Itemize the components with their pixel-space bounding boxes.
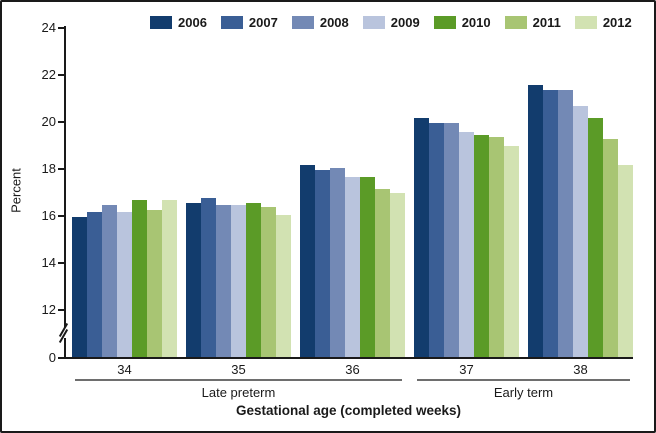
- y-tick-14: [58, 261, 64, 264]
- bar-2011-week36: [375, 188, 390, 357]
- bar-2009-week37: [459, 132, 474, 357]
- x-tick-label-37: 37: [459, 362, 474, 377]
- y-tick-20: [58, 120, 64, 123]
- bar-2008-week37: [444, 122, 459, 357]
- bar-2007-week38: [543, 89, 558, 357]
- legend-swatch-2012: [574, 16, 597, 29]
- y-tick-label-14: 14: [41, 254, 56, 270]
- y-tick-16: [58, 214, 64, 217]
- y-tick-label-16: 16: [41, 207, 56, 223]
- bar-2009-week34: [117, 212, 132, 357]
- y-tick-18: [58, 167, 64, 170]
- bar-2012-week38: [618, 165, 633, 357]
- bar-2010-week36: [360, 176, 375, 357]
- y-tick-24: [58, 26, 64, 29]
- legend-label: 2009: [390, 15, 420, 30]
- y-tick-label-22: 22: [41, 66, 56, 82]
- bar-2007-week36: [315, 169, 330, 357]
- group-bracket-line-1: [417, 379, 630, 381]
- legend-label: 2010: [461, 15, 491, 30]
- y-axis-line: [64, 26, 66, 359]
- bar-2012-week36: [390, 193, 405, 357]
- x-axis-baseline: [64, 357, 633, 359]
- bar-2008-week35: [216, 205, 231, 357]
- bar-2008-week36: [330, 167, 345, 357]
- bar-2008-week34: [102, 205, 117, 357]
- bar-2010-week38: [588, 118, 603, 357]
- bar-2011-week34: [147, 209, 162, 357]
- group-label-1: Early term: [493, 385, 554, 400]
- x-tick-label-38: 38: [573, 362, 588, 377]
- bar-2010-week37: [474, 134, 489, 357]
- legend-swatch-2008: [291, 16, 314, 29]
- bar-2006-week35: [186, 202, 201, 357]
- bar-2008-week38: [558, 89, 573, 357]
- bar-2012-week35: [276, 214, 291, 357]
- bar-2007-week37: [429, 122, 444, 357]
- legend-swatch-2010: [433, 16, 456, 29]
- group-label-0: Late preterm: [201, 385, 276, 400]
- bar-2006-week37: [414, 118, 429, 357]
- legend-label: 2008: [319, 15, 349, 30]
- legend-item-2011: 2011: [504, 15, 561, 30]
- y-tick-0: [58, 357, 64, 359]
- bar-2010-week35: [246, 202, 261, 357]
- y-tick-label-18: 18: [41, 160, 56, 176]
- y-tick-label-20: 20: [41, 113, 56, 129]
- legend-item-2012: 2012: [574, 15, 632, 30]
- bar-2006-week34: [72, 216, 87, 357]
- bar-2012-week34: [162, 200, 177, 357]
- x-tick-label-34: 34: [117, 362, 132, 377]
- bar-2007-week35: [201, 198, 216, 357]
- legend-item-2009: 2009: [362, 15, 420, 30]
- y-tick-label-0: 0: [48, 350, 56, 365]
- bar-2007-week34: [87, 212, 102, 357]
- bar-2009-week38: [573, 106, 588, 357]
- legend-label: 2011: [532, 15, 561, 30]
- bar-2012-week37: [504, 146, 519, 357]
- legend-swatch-2006: [150, 16, 172, 29]
- legend-label: 2007: [248, 15, 278, 30]
- y-tick-12: [58, 308, 64, 311]
- y-axis-title: Percent: [8, 168, 24, 213]
- bar-2010-week34: [132, 200, 147, 357]
- bar-2011-week37: [489, 136, 504, 357]
- x-axis-title: Gestational age (completed weeks): [235, 403, 462, 418]
- legend-item-2007: 2007: [220, 15, 278, 30]
- bar-2006-week38: [528, 85, 543, 357]
- legend-swatch-2009: [362, 16, 385, 29]
- legend-swatch-2011: [504, 16, 527, 29]
- group-bracket-line-0: [75, 379, 402, 381]
- y-tick-label-24: 24: [41, 19, 56, 35]
- bar-2009-week36: [345, 176, 360, 357]
- x-tick-label-35: 35: [231, 362, 246, 377]
- legend-swatch-2007: [220, 16, 243, 29]
- legend-item-2006: 2006: [150, 15, 207, 30]
- bar-2011-week35: [261, 207, 276, 357]
- legend-item-2010: 2010: [433, 15, 491, 30]
- y-tick-22: [58, 73, 64, 76]
- y-tick-label-12: 12: [41, 301, 56, 317]
- bar-2011-week38: [603, 139, 618, 357]
- bar-2009-week35: [231, 205, 246, 357]
- x-tick-label-36: 36: [345, 362, 360, 377]
- legend-item-2008: 2008: [291, 15, 349, 30]
- bar-2006-week36: [300, 165, 315, 357]
- legend-label: 2006: [178, 15, 207, 30]
- legend: 2006 2007 2008 2009 2010 2011 2012: [150, 15, 632, 30]
- legend-label: 2012: [602, 15, 632, 30]
